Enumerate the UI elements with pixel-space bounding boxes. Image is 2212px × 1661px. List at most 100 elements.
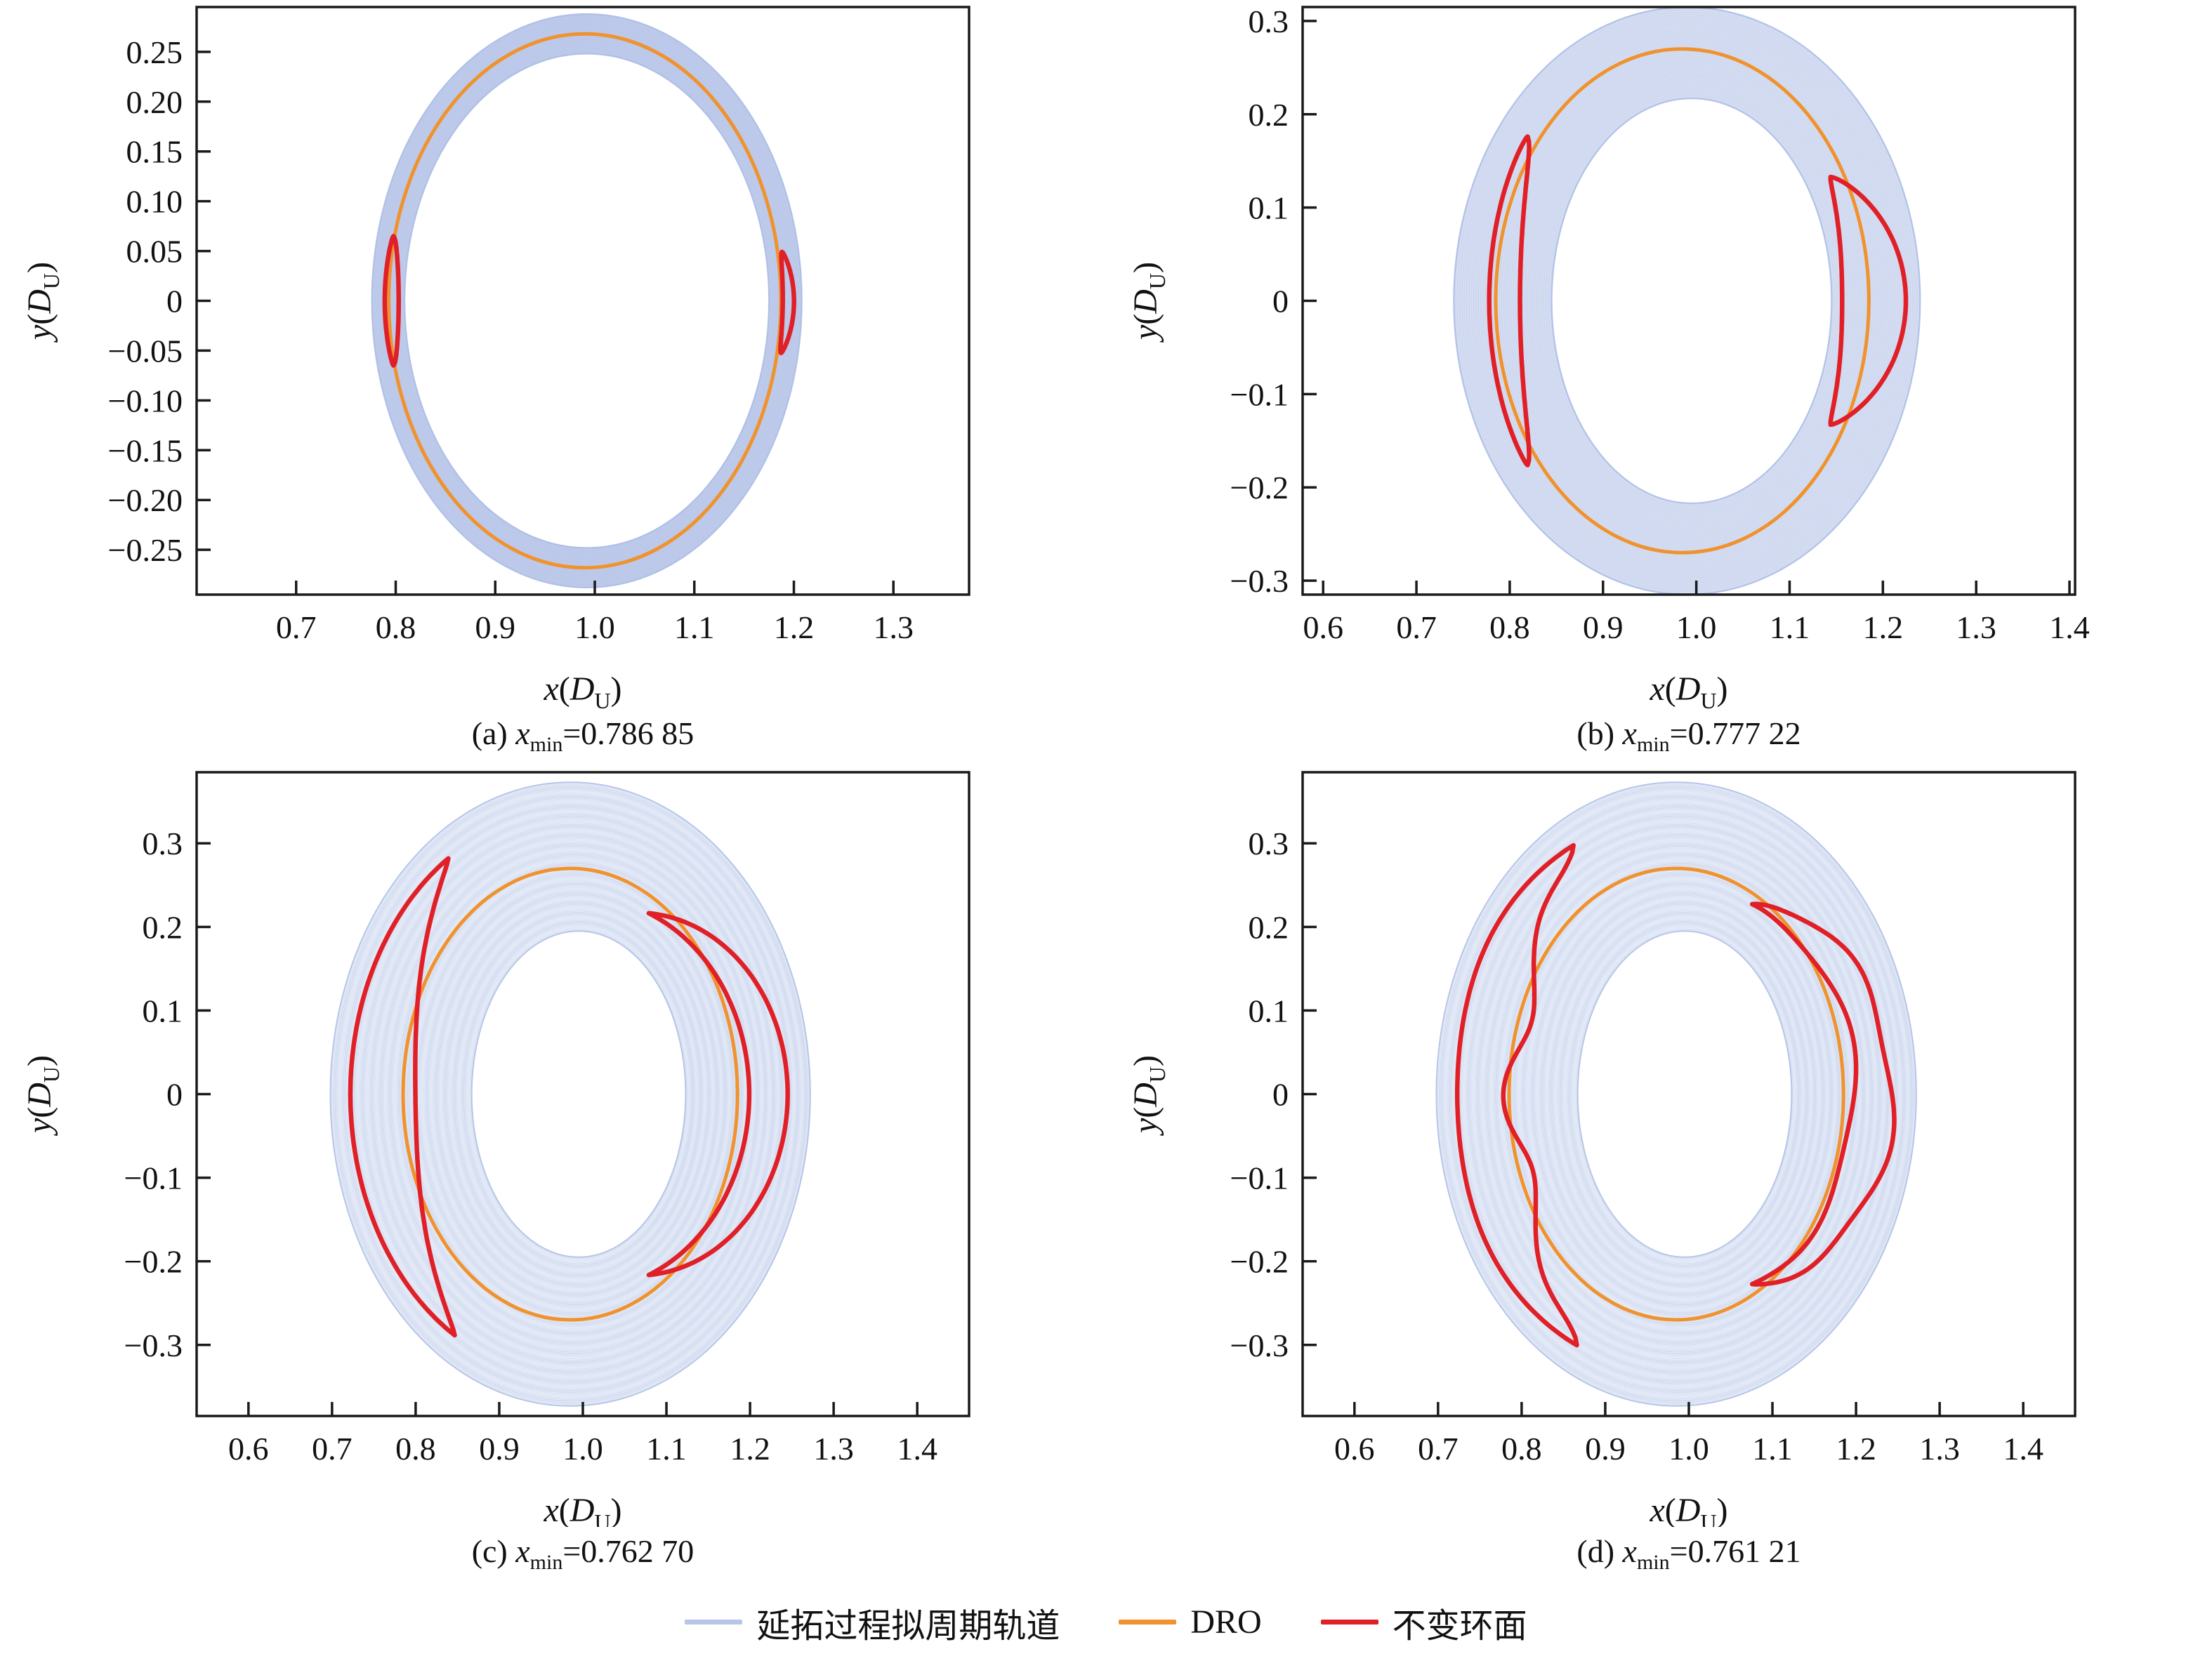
family-band-line [367,820,779,1368]
legend-line-torus-icon [1320,1620,1378,1624]
family-band-line [1561,913,1807,1275]
family-band-line [1495,844,1865,1344]
invariant-torus-curve [1487,134,1532,468]
family-band-line [408,864,742,1324]
family-band-line [434,892,719,1297]
y-tick-label: −0.3 [124,1328,183,1363]
family-band-line [1545,896,1821,1292]
y-axis-label: y(DU) [1127,262,1170,343]
family-band-line [1479,827,1879,1361]
family-band-line [1450,797,1904,1391]
family-band-line [1470,819,1886,1370]
legend-item-dro: DRO [1119,1603,1262,1641]
family-band-line [383,837,765,1351]
family-band-line [390,846,758,1342]
family-band-line [1541,893,1824,1295]
caption-value: =0.786 85 [562,715,694,751]
family-band-line [456,915,699,1273]
family-band-line [1543,894,1822,1294]
family-band-line [376,20,798,582]
x-tick-label: 1.0 [1668,1431,1709,1467]
family-band-line [1538,889,1826,1299]
x-tick-label: 0.8 [395,1431,436,1467]
family-band-line [1551,903,1815,1285]
family-band-line [1546,898,1819,1290]
family-band-line [432,889,720,1299]
family-band-line [435,893,718,1295]
x-tick-label: 0.8 [1501,1431,1542,1467]
x-tick-label: 0.7 [1418,1431,1459,1467]
family-band-line [394,849,754,1339]
family-band-line [364,819,780,1370]
family-band-line [381,835,766,1353]
x-tick-label: 1.2 [730,1431,770,1467]
invariant-torus-curve [1454,842,1579,1348]
x-tick-label: 0.7 [276,609,317,645]
x-tick-label: 1.4 [2049,609,2090,645]
x-tick-label: 0.6 [1303,609,1343,645]
family-band-line [1500,849,1860,1339]
family-band-line [372,15,801,587]
legend-line-family-icon [685,1620,743,1624]
x-tick-label: 1.1 [1770,609,1810,645]
family-band-line [1562,915,1805,1273]
family-band-line [1496,846,1864,1342]
family-band-line [392,847,756,1341]
y-tick-label: 0 [1272,1077,1289,1113]
legend-label-torus: 不变环面 [1392,1607,1527,1645]
family-band-line [1457,11,1917,591]
family-band-line [1525,74,1856,528]
family-band-line [352,805,791,1383]
x-tick-label: 1.3 [874,609,914,645]
family-band-line [447,905,708,1283]
family-band-line [1520,871,1842,1317]
x-tick-label: 0.9 [1583,609,1624,645]
family-band-line [1536,888,1828,1300]
family-band-line [1522,71,1858,531]
family-band-line [386,840,762,1348]
family-band-line [1464,17,1911,585]
family-band-edge [1576,930,1793,1258]
family-band-line [1444,790,1910,1398]
family-band-line [459,918,697,1270]
caption-value: =0.761 21 [1669,1533,1801,1569]
y-tick-label: 0.3 [1249,826,1289,861]
family-band-line [342,795,800,1394]
family-band-line [1504,54,1875,548]
family-band-line [452,910,704,1278]
family-band-line [1474,25,1902,576]
family-band-line [1548,900,1818,1288]
family-band-line [1462,15,1913,587]
family-band-line [407,863,743,1325]
family-band-line [458,917,698,1271]
family-band-edge [1551,98,1833,504]
family-band-line [1484,832,1875,1356]
family-band-line [461,920,695,1268]
x-tick-label: 1.3 [1956,609,1996,645]
x-axis-label: x(DU) [543,1492,621,1527]
family-band-line [421,878,730,1311]
family-band-line [1532,883,1832,1305]
family-band-line [333,785,808,1403]
y-tick-label: 0 [1272,284,1289,319]
family-band-line [1492,43,1885,559]
family-band-line [1453,800,1902,1389]
x-tick-label: 0.9 [479,1431,520,1467]
subplot-caption-d: (d) xmin=0.761 21 [1303,1527,2075,1583]
x-tick-label: 1.2 [774,609,815,645]
family-band-line [1439,785,1914,1403]
y-tick-label: −0.25 [108,532,183,568]
family-band-line [468,927,690,1262]
caption-subscript: min [529,733,563,757]
family-band-line [1527,878,1836,1311]
family-band-line [362,815,783,1373]
family-band-line [1513,863,1849,1325]
y-tick-label: 0 [166,1077,183,1113]
family-band-line [358,812,786,1377]
subplot-caption-a: (a) xmin=0.786 85 [197,709,969,765]
family-band-line [1565,918,1803,1270]
family-band-line [1469,817,1888,1371]
subplot-a: 0.7 0.8 0.9 1.0 1.1 1.2 1.3 0.25 0.20 0.15 0.10 0.0… [0,0,1106,765]
family-band-line [455,913,701,1275]
